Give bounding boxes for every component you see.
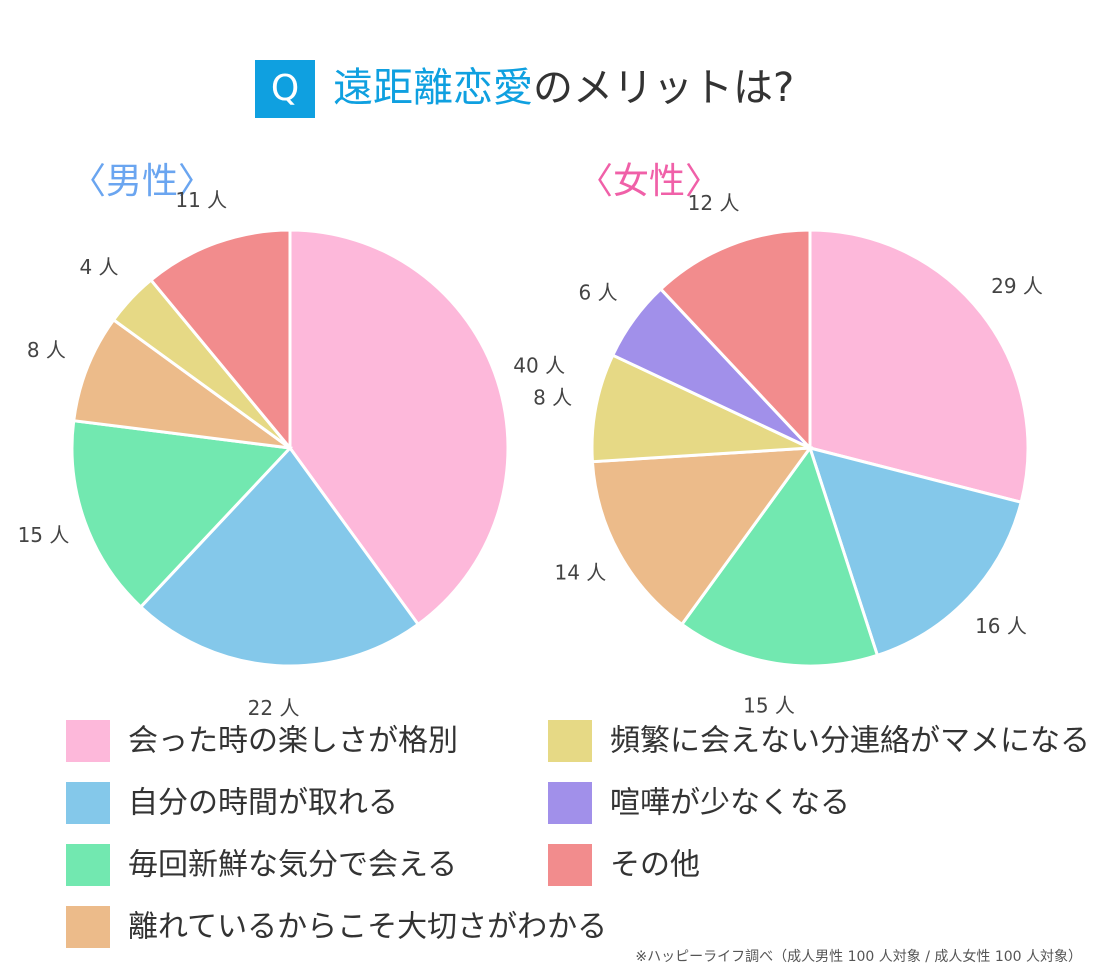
pie-slice bbox=[679, 444, 880, 668]
legend-label: 喧嘩が少なくなる bbox=[610, 786, 850, 821]
data-label: 40 人 bbox=[513, 354, 565, 378]
data-label: 8 人 bbox=[27, 338, 66, 362]
data-label: 15 人 bbox=[743, 693, 795, 717]
title-badge-box bbox=[255, 60, 315, 118]
pie-slice bbox=[148, 228, 292, 453]
chart-title: 遠距離恋愛のメリットは? bbox=[333, 65, 794, 111]
pie-title: 〈男性〉 bbox=[70, 161, 214, 202]
data-label: 12 人 bbox=[688, 191, 740, 215]
legend-swatch bbox=[548, 782, 592, 824]
data-label: 4 人 bbox=[79, 255, 118, 279]
source-note: ※ハッピーライフ調べ（成人男性 100 人対象 / 成人女性 100 人対象） bbox=[635, 948, 1082, 965]
title-badge: Q bbox=[271, 68, 299, 109]
pie-title: 〈女性〉 bbox=[577, 161, 721, 202]
pie-slice bbox=[72, 317, 291, 450]
legend-swatch bbox=[548, 844, 592, 886]
legend-label: 頻繁に会えない分連絡がマメになる bbox=[610, 724, 1090, 759]
data-label: 8 人 bbox=[533, 385, 572, 409]
pie-slice bbox=[70, 419, 294, 610]
legend-swatch bbox=[66, 782, 110, 824]
pie-slice bbox=[658, 228, 812, 452]
pie-slice bbox=[590, 353, 811, 464]
title-highlight: 遠距離恋愛 bbox=[333, 65, 533, 111]
data-label: 6 人 bbox=[578, 281, 617, 305]
data-label: 16 人 bbox=[975, 614, 1027, 638]
pie-slice bbox=[808, 228, 1030, 505]
data-label: 22 人 bbox=[248, 696, 300, 720]
legend-label: 毎回新鮮な気分で会える bbox=[128, 848, 457, 883]
legend-label: 自分の時間が取れる bbox=[128, 786, 398, 821]
pie-slice bbox=[138, 445, 421, 668]
data-label: 14 人 bbox=[555, 561, 607, 585]
legend-label: その他 bbox=[610, 848, 700, 883]
legend-label: 会った時の楽しさが格別 bbox=[128, 724, 458, 759]
pie-slice bbox=[288, 228, 510, 627]
pie-slice bbox=[590, 446, 814, 627]
legend-label: 離れているからこそ大切さがわかる bbox=[128, 910, 607, 945]
legend-swatch bbox=[66, 906, 110, 948]
data-label: 11 人 bbox=[175, 188, 227, 212]
data-label: 15 人 bbox=[18, 523, 70, 547]
legend-swatch bbox=[66, 720, 110, 762]
pie-slice bbox=[807, 445, 1023, 658]
title-rest: のメリットは? bbox=[533, 65, 794, 111]
legend-swatch bbox=[66, 844, 110, 886]
data-label: 29 人 bbox=[991, 274, 1043, 298]
legend-swatch bbox=[548, 720, 592, 762]
